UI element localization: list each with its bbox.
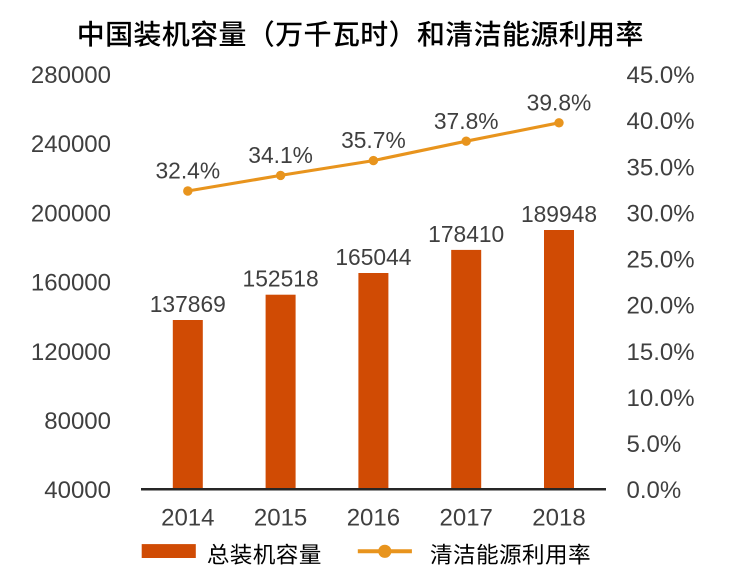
svg-text:0.0%: 0.0% [627, 477, 682, 504]
svg-text:5.0%: 5.0% [627, 431, 682, 458]
svg-text:280000: 280000 [31, 62, 111, 89]
svg-text:39.8%: 39.8% [527, 89, 592, 115]
svg-text:120000: 120000 [31, 339, 111, 366]
svg-text:178410: 178410 [428, 221, 504, 247]
svg-text:40000: 40000 [44, 477, 111, 504]
svg-text:2017: 2017 [440, 504, 493, 531]
svg-text:35.7%: 35.7% [341, 127, 406, 153]
svg-text:10.0%: 10.0% [627, 385, 695, 412]
svg-text:152518: 152518 [243, 266, 319, 292]
svg-text:25.0%: 25.0% [627, 247, 695, 274]
svg-text:35.0%: 35.0% [627, 154, 695, 181]
svg-text:165044: 165044 [335, 244, 411, 270]
svg-text:240000: 240000 [31, 131, 111, 158]
svg-text:20.0%: 20.0% [627, 293, 695, 320]
svg-text:45.0%: 45.0% [627, 62, 695, 89]
svg-text:2014: 2014 [161, 504, 214, 531]
svg-text:189948: 189948 [521, 201, 597, 227]
svg-text:15.0%: 15.0% [627, 339, 695, 366]
svg-text:34.1%: 34.1% [248, 142, 313, 168]
svg-text:200000: 200000 [31, 200, 111, 227]
svg-text:40.0%: 40.0% [627, 108, 695, 135]
svg-text:37.8%: 37.8% [434, 108, 499, 134]
svg-text:137869: 137869 [150, 291, 226, 317]
svg-text:2015: 2015 [254, 504, 307, 531]
svg-text:30.0%: 30.0% [627, 200, 695, 227]
svg-text:2016: 2016 [347, 504, 400, 531]
svg-text:160000: 160000 [31, 270, 111, 297]
svg-text:80000: 80000 [44, 408, 111, 435]
svg-text:2018: 2018 [532, 504, 585, 531]
svg-text:32.4%: 32.4% [155, 158, 220, 184]
